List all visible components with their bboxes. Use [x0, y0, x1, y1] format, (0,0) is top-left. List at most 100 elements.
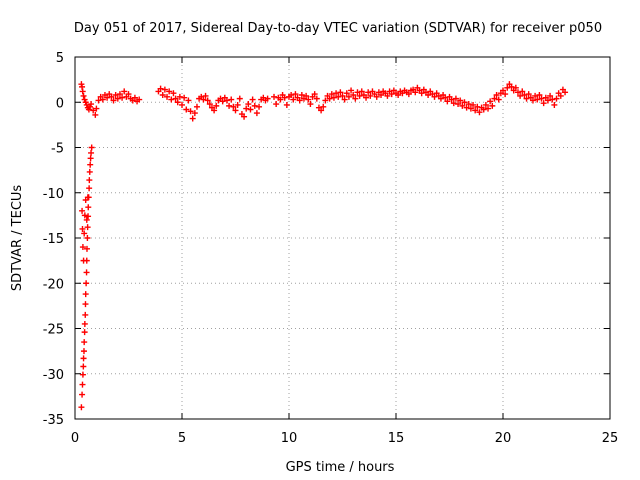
- data-point: [88, 149, 95, 156]
- data-point: [339, 92, 346, 99]
- data-point: [318, 107, 325, 114]
- data-point: [452, 95, 459, 102]
- data-point: [388, 91, 395, 98]
- data-point: [92, 111, 99, 118]
- data-point: [328, 91, 335, 98]
- data-point: [470, 101, 477, 108]
- data-point: [251, 102, 258, 109]
- data-point: [437, 95, 444, 102]
- data-point: [320, 103, 327, 110]
- data-point: [529, 97, 536, 104]
- data-point: [521, 92, 528, 99]
- data-point: [159, 92, 166, 99]
- data-point: [161, 86, 168, 93]
- data-point: [79, 88, 86, 95]
- data-point: [553, 95, 560, 102]
- data-point: [230, 103, 237, 110]
- data-point: [350, 92, 357, 99]
- data-point: [87, 161, 94, 168]
- data-point: [463, 104, 470, 111]
- data-point: [88, 144, 95, 151]
- data-point: [337, 89, 344, 96]
- data-point: [352, 95, 359, 102]
- data-point: [245, 101, 252, 108]
- data-point: [125, 91, 132, 98]
- data-point: [95, 97, 102, 104]
- data-point: [305, 96, 312, 103]
- data-point: [264, 95, 271, 102]
- y-tick-label: 5: [56, 51, 64, 66]
- data-point: [292, 91, 299, 98]
- data-point: [112, 92, 119, 99]
- data-point: [461, 99, 468, 106]
- data-point: [234, 101, 241, 108]
- data-point: [538, 95, 545, 102]
- data-point: [271, 93, 278, 100]
- data-point: [193, 103, 200, 110]
- data-point: [226, 102, 233, 109]
- y-tick-label: -20: [43, 277, 64, 292]
- data-point: [223, 97, 230, 104]
- data-points: [78, 81, 569, 411]
- data-point: [534, 96, 541, 103]
- data-point: [474, 103, 481, 110]
- data-point: [547, 92, 554, 99]
- data-point: [110, 97, 117, 104]
- data-point: [79, 381, 86, 388]
- data-point: [444, 98, 451, 105]
- data-point: [82, 311, 89, 318]
- data-point: [343, 90, 350, 97]
- data-point: [81, 230, 88, 237]
- data-point: [514, 89, 521, 96]
- data-point: [232, 107, 239, 114]
- data-point: [253, 110, 260, 117]
- data-point: [504, 84, 511, 91]
- data-point: [211, 107, 218, 114]
- data-point: [405, 91, 412, 98]
- data-point: [204, 97, 211, 104]
- data-point: [85, 204, 92, 211]
- data-point: [174, 99, 181, 106]
- data-point: [79, 371, 86, 378]
- data-point: [249, 96, 256, 103]
- data-point: [93, 105, 100, 112]
- data-point: [172, 95, 179, 102]
- data-point: [157, 85, 164, 92]
- y-axis-label: SDTVAR / TECUs: [10, 185, 25, 292]
- data-point: [79, 391, 86, 398]
- data-point: [307, 101, 314, 108]
- data-point: [418, 90, 425, 97]
- data-point: [313, 95, 320, 102]
- data-point: [562, 89, 569, 96]
- data-point: [277, 96, 284, 103]
- data-point: [365, 89, 372, 96]
- data-point: [485, 105, 492, 112]
- data-point: [348, 87, 355, 94]
- data-point: [536, 92, 543, 99]
- data-point: [457, 97, 464, 104]
- data-point: [412, 89, 419, 96]
- x-tick-label: 5: [178, 431, 186, 446]
- data-point: [290, 96, 297, 103]
- data-point: [442, 94, 449, 101]
- data-point: [525, 91, 532, 98]
- y-tick-label: -35: [43, 413, 64, 428]
- data-point: [296, 97, 303, 104]
- data-point: [99, 96, 106, 103]
- y-tick-label: -10: [43, 187, 64, 202]
- x-tick-label: 0: [71, 431, 79, 446]
- data-point: [176, 93, 183, 100]
- data-point: [467, 105, 474, 112]
- data-point: [557, 92, 564, 99]
- data-point: [83, 280, 90, 287]
- data-point: [455, 101, 462, 108]
- data-point: [512, 84, 519, 91]
- data-point: [83, 269, 90, 276]
- data-point: [243, 105, 250, 112]
- data-point: [283, 101, 290, 108]
- data-point: [247, 106, 254, 113]
- data-point: [472, 107, 479, 114]
- data-point: [425, 92, 432, 99]
- data-point: [431, 93, 438, 100]
- data-point: [166, 88, 173, 95]
